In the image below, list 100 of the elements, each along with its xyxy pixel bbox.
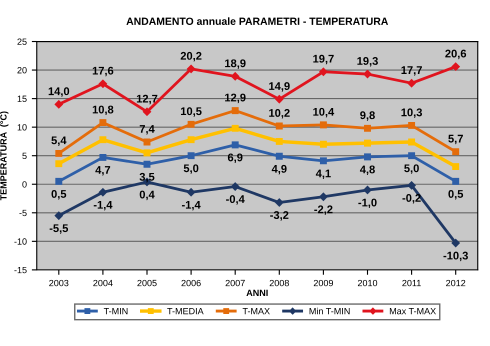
- y-axis-title: TEMPERATURA (°C): [0, 111, 8, 200]
- chart-title: ANDAMENTO annuale PARAMETRI - TEMPERATURA: [126, 17, 388, 25]
- point: [452, 148, 460, 156]
- point: [231, 72, 240, 80]
- point: [99, 154, 106, 161]
- point: [363, 186, 372, 194]
- data-label: 4,1: [316, 170, 331, 179]
- x-tick-label: 2009: [314, 280, 334, 286]
- y-tick-label: -15: [14, 266, 27, 274]
- point: [364, 124, 371, 132]
- data-label: 3,5: [140, 172, 154, 182]
- data-label: 0,5: [448, 190, 464, 200]
- point: [144, 138, 150, 146]
- point: [408, 138, 416, 146]
- point: [188, 152, 195, 160]
- x-tick-label: 2008: [270, 280, 289, 286]
- point: [276, 138, 283, 145]
- point: [452, 178, 460, 185]
- point: [99, 136, 106, 144]
- point: [407, 181, 416, 190]
- legend-label: Max T-MAX: [390, 308, 436, 314]
- data-label: 7,4: [140, 125, 155, 134]
- point: [98, 188, 108, 196]
- data-label: 4,9: [272, 164, 287, 174]
- x-tick-label: 2007: [226, 280, 245, 286]
- point: [276, 152, 283, 160]
- point: [232, 141, 239, 148]
- point: [144, 149, 150, 156]
- point: [364, 140, 371, 147]
- point: [364, 153, 371, 160]
- data-label: 5,4: [51, 136, 66, 146]
- data-label: 19,7: [313, 54, 334, 64]
- point: [188, 136, 195, 144]
- point: [320, 140, 327, 148]
- point: [452, 238, 460, 248]
- data-label: 20,6: [445, 50, 466, 60]
- data-label: -0,4: [226, 195, 245, 205]
- data-label: -1,4: [94, 200, 112, 210]
- data-label: 17,6: [92, 66, 114, 76]
- data-label: 5,0: [184, 164, 198, 174]
- point: [452, 62, 460, 71]
- data-label: 6,9: [228, 153, 243, 163]
- point: [231, 182, 240, 191]
- data-label: 18,9: [225, 59, 246, 69]
- y-tick-label: -5: [19, 210, 27, 216]
- data-label: -5,5: [50, 224, 68, 234]
- x-tick-label: 2006: [182, 280, 201, 286]
- point: [408, 152, 416, 160]
- data-label: 20,2: [180, 52, 202, 62]
- x-tick-label: 2004: [93, 280, 113, 286]
- point: [275, 95, 284, 104]
- y-tick-label: 20: [17, 67, 27, 74]
- point: [142, 108, 152, 116]
- data-label: 10,5: [180, 107, 202, 117]
- data-label: 12,7: [136, 94, 158, 104]
- legend-label: T-MIN: [104, 308, 128, 314]
- point: [55, 150, 62, 157]
- point: [320, 157, 327, 164]
- data-label: 17,7: [401, 66, 422, 76]
- point: [99, 119, 106, 126]
- point: [98, 80, 108, 88]
- data-label: -10,3: [443, 252, 468, 262]
- point: [276, 122, 283, 130]
- point: [188, 120, 195, 128]
- point: [363, 70, 372, 78]
- x-axis-title: ANNI: [246, 290, 268, 296]
- point: [408, 122, 416, 129]
- y-tick-label: 15: [18, 96, 27, 102]
- data-label: 10,4: [313, 108, 334, 118]
- y-tick-label: 10: [18, 124, 27, 131]
- point: [186, 188, 196, 196]
- point: [275, 198, 284, 207]
- data-label: 10,2: [269, 109, 290, 118]
- point: [319, 68, 328, 76]
- point: [232, 107, 239, 114]
- data-label: -3,2: [270, 211, 288, 221]
- point: [55, 178, 62, 185]
- data-label: 14,0: [48, 87, 70, 97]
- x-tick-label: 2010: [358, 280, 378, 286]
- data-label: 19,3: [357, 57, 378, 67]
- point: [54, 100, 63, 108]
- data-label: 12,9: [225, 94, 246, 104]
- data-label: -2,2: [314, 205, 333, 215]
- data-label: 0,4: [140, 190, 155, 200]
- y-tick-label: 0: [22, 181, 27, 188]
- legend-label: Min T-MIN: [310, 308, 350, 314]
- y-tick-label: -10: [14, 238, 27, 245]
- point: [320, 121, 327, 128]
- data-label: 4,8: [360, 165, 375, 175]
- point: [144, 160, 150, 168]
- point: [407, 79, 416, 88]
- point: [54, 212, 63, 220]
- data-label: -0,2: [402, 194, 421, 204]
- data-label: 9,8: [360, 111, 375, 121]
- point: [452, 163, 460, 170]
- point: [55, 160, 62, 168]
- data-label: -1,4: [182, 200, 201, 210]
- data-label: 10,3: [401, 108, 422, 118]
- data-label: 5,7: [448, 134, 463, 144]
- x-tick-label: 2005: [137, 280, 157, 286]
